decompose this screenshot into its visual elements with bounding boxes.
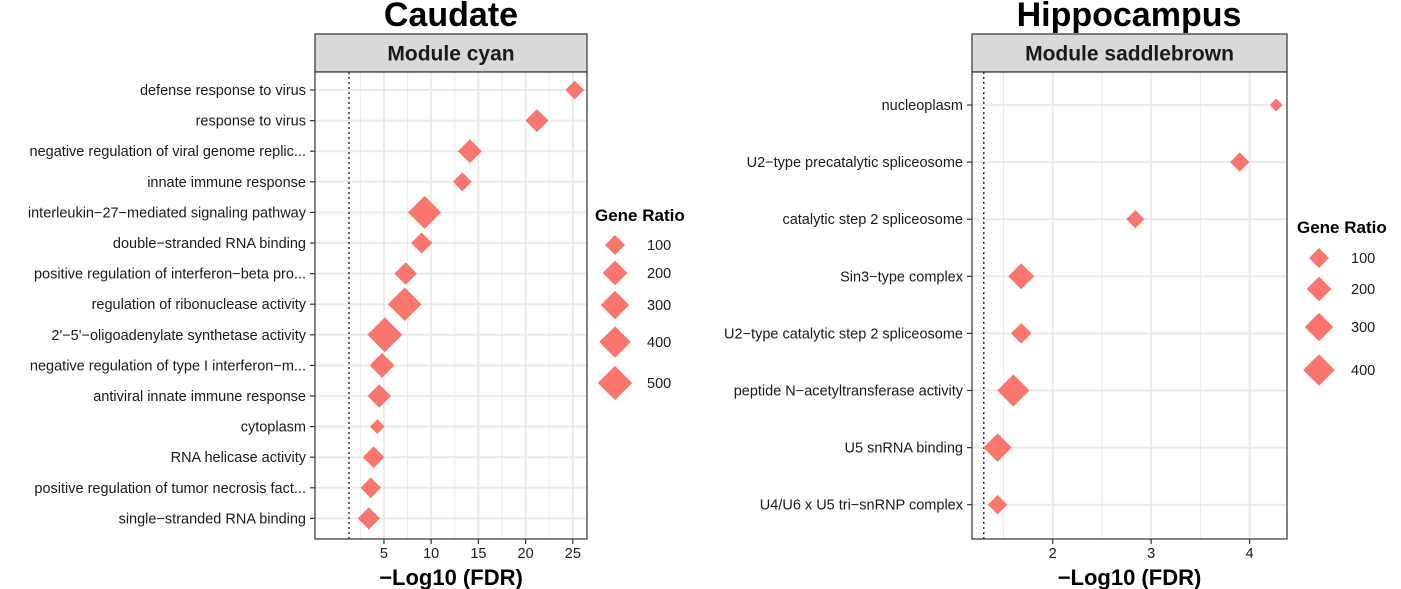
data-point — [408, 195, 442, 229]
y-tick-label: RNA helicase activity — [171, 450, 307, 466]
facet-strip — [314, 33, 588, 73]
data-point — [1126, 210, 1145, 229]
legend-title: Gene Ratio — [595, 206, 685, 225]
legend-label: 400 — [1351, 363, 1375, 379]
legend-label: 100 — [647, 238, 671, 254]
legend-key — [600, 290, 630, 320]
y-tick-label: cytoplasm — [241, 420, 306, 436]
legend-key — [1306, 276, 1332, 302]
plot-panel — [972, 72, 1287, 539]
data-point — [452, 172, 472, 192]
plot-panel — [315, 72, 587, 539]
y-tick-label: nucleoplasm — [882, 98, 963, 114]
y-tick-label: Sin3−type complex — [840, 269, 964, 285]
y-tick-label: U2−type precatalytic spliceosome — [747, 155, 963, 171]
data-point — [1008, 263, 1035, 290]
y-tick-label: positive regulation of interferon−beta p… — [34, 267, 306, 283]
legend-title: Gene Ratio — [1297, 218, 1387, 237]
x-axis-title: −Log10 (FDR) — [1058, 565, 1202, 589]
legend-label: 300 — [1351, 320, 1375, 336]
legend-key — [605, 235, 625, 255]
y-tick-label: antiviral innate immune response — [93, 389, 306, 405]
data-point — [983, 433, 1012, 462]
x-axis-title: −Log10 (FDR) — [379, 565, 523, 589]
data-point — [394, 262, 417, 285]
y-tick-label: U5 snRNA binding — [845, 441, 964, 457]
data-point — [369, 419, 385, 434]
legend-key — [1304, 312, 1334, 342]
data-point — [565, 80, 585, 100]
legend-label: 400 — [647, 335, 671, 351]
y-tick-label: interleukin−27−mediated signaling pathwa… — [28, 205, 307, 221]
x-tick-label: 20 — [518, 546, 534, 562]
hippocampus-panel: Hippocampus Module saddlebrown nucleoplasm… — [724, 0, 1387, 589]
legend-key — [599, 326, 631, 358]
y-tick-label: single−stranded RNA binding — [119, 511, 306, 527]
legend-key — [597, 365, 633, 401]
data-point — [362, 446, 385, 469]
y-tick-label: innate immune response — [147, 175, 306, 191]
data-point — [357, 507, 380, 530]
data-point — [987, 494, 1008, 515]
caudate-panel: Caudate Module cyan defense response to vi… — [28, 0, 685, 589]
legend-label: 200 — [647, 266, 671, 282]
legend-key — [1303, 354, 1335, 386]
data-point — [525, 109, 549, 133]
y-tick-label: 2'−5'−oligoadenylate synthetase activity — [51, 328, 306, 344]
chart-title: Hippocampus — [1017, 0, 1242, 34]
data-point — [1010, 323, 1032, 344]
y-tick-label: U2−type catalytic step 2 spliceosome — [724, 326, 963, 342]
y-tick-label: negative regulation of type I interferon… — [30, 358, 306, 374]
y-tick-label: catalytic step 2 spliceosome — [782, 212, 963, 228]
panel-border — [971, 71, 1288, 540]
x-tick-label: 3 — [1147, 546, 1155, 562]
x-tick-label: 4 — [1246, 546, 1254, 562]
y-tick-label: defense response to virus — [140, 83, 306, 99]
legend-label: 500 — [647, 376, 671, 392]
x-tick-label: 5 — [380, 546, 388, 562]
y-tick-label: regulation of ribonuclease activity — [92, 297, 307, 313]
legend-label: 200 — [1351, 282, 1375, 298]
data-point — [997, 374, 1030, 407]
legend-label: 300 — [647, 298, 671, 314]
legend-key — [602, 260, 628, 286]
x-tick-label: 25 — [565, 546, 581, 562]
facet-strip-label: Module cyan — [387, 43, 514, 66]
y-tick-label: peptide N−acetyltransferase activity — [734, 384, 964, 400]
data-point — [387, 287, 422, 321]
data-point — [367, 317, 403, 353]
y-tick-label: positive regulation of tumor necrosis fa… — [34, 481, 306, 497]
data-point — [411, 232, 433, 254]
chart-title: Caudate — [384, 0, 518, 34]
data-point — [457, 139, 482, 164]
y-tick-label: double−stranded RNA binding — [113, 236, 306, 252]
data-point — [1269, 98, 1283, 112]
data-point — [360, 477, 382, 499]
data-point — [367, 384, 391, 408]
y-tick-label: response to virus — [196, 114, 306, 130]
data-point — [369, 352, 395, 378]
data-point — [1230, 152, 1250, 172]
panel-border — [314, 71, 588, 540]
legend-key — [1309, 248, 1329, 268]
x-tick-label: 10 — [423, 546, 439, 562]
x-tick-label: 2 — [1049, 546, 1057, 562]
y-tick-label: U4/U6 x U5 tri−snRNP complex — [760, 498, 964, 514]
legend-label: 100 — [1351, 251, 1375, 267]
x-tick-label: 15 — [470, 546, 486, 562]
y-tick-label: negative regulation of viral genome repl… — [30, 144, 306, 160]
facet-strip-label: Module saddlebrown — [1025, 43, 1234, 66]
